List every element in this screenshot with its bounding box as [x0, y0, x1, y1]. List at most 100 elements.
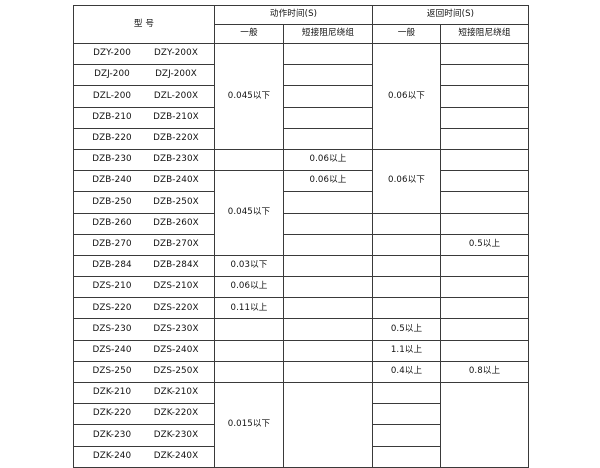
cell-model: DZB-270 DZB-270X [73, 233, 215, 256]
value-action-time-general: 0.045以下 [227, 207, 271, 218]
cell-return-time-damping [440, 106, 529, 129]
cell-model: DZB-250 DZB-250X [73, 191, 215, 214]
column-header-action-general: 一般 [214, 24, 284, 44]
value-return-time-general: 0.06以下 [388, 90, 425, 101]
cell-model: DZS-240 DZS-240X [73, 339, 215, 362]
cell-return-time-general [372, 403, 441, 426]
cell-return-time-general [372, 381, 441, 405]
column-header-return-time: 返回时间(S) [372, 5, 529, 25]
table-row: DZB-230 DZB-230X 0.06以上 0.06以下 [73, 148, 529, 214]
cell-return-time-damping [440, 297, 529, 320]
table-row: DZS-220 DZS-220X 0.11以上 [73, 297, 529, 320]
table-header-row-subcols: 一般 短接阻尼绕组 一般 短接阻尼绕组 [74, 24, 529, 44]
cell-action-time-general: 0.045以下 [214, 43, 284, 150]
cell-model: DZL-200 DZL-200X [73, 85, 215, 108]
value-return-time-general: 0.06以下 [388, 175, 425, 186]
table-row: DZJ-200 DZJ-200X [73, 64, 529, 87]
cell-action-time-damping [283, 382, 373, 468]
cell-return-time-general [372, 212, 441, 235]
table-row: DZK-210 DZK-210X 0.015以下 [73, 381, 529, 468]
value-return-time-general: 0.5以上 [390, 323, 423, 334]
cell-action-time-general: 0.06以上 [214, 276, 284, 299]
model-code-variant: DZK-210X [153, 387, 199, 398]
model-code-base: DZB-240 [92, 175, 132, 186]
value-action-time-general: 0.015以下 [227, 419, 271, 430]
cell-model: DZJ-200 DZJ-200X [73, 64, 215, 87]
column-header-model: 型 号 [73, 5, 215, 44]
value-action-time-general: 0.03以下 [230, 260, 268, 271]
cell-action-time-damping [283, 233, 373, 256]
value-action-time-general: 0.11以上 [230, 302, 268, 313]
model-code-base: DZK-210 [92, 387, 132, 398]
cell-return-time-general [372, 445, 441, 468]
value-return-time-damping: 0.8以上 [468, 366, 501, 377]
cell-return-time-general [372, 254, 441, 278]
spec-table-container: 型 号 动作时间(S) 返回时间(S) 一般 短接阻尼绕组 一般 短接阻尼绕组 … [73, 5, 529, 468]
model-code-base: DZK-220 [92, 408, 132, 419]
model-code-base: DZK-230 [92, 429, 132, 440]
cell-return-time-general: 0.5以上 [372, 318, 441, 341]
cell-return-time-general [372, 297, 441, 320]
table-row: DZS-250 DZS-250X 0.4以上 0.8以上 [73, 360, 529, 384]
model-code-variant: DZB-240X [153, 175, 199, 186]
cell-action-time-general [214, 148, 284, 172]
table-row: DZS-230 DZS-230X 0.5以上 [73, 318, 529, 341]
cell-action-time-damping [283, 254, 373, 278]
cell-action-time-damping [283, 106, 373, 129]
column-header-return-general: 一般 [372, 24, 441, 44]
cell-return-time-general: 0.4以上 [372, 360, 441, 384]
cell-model: DZY-200 DZY-200X [73, 42, 215, 66]
cell-return-time-general [372, 276, 441, 299]
model-code-base: DZY-200 [93, 48, 131, 59]
model-code-base: DZB-220 [92, 133, 132, 143]
cell-model: DZB-220 DZB-220X [73, 127, 215, 150]
cell-action-time-damping [283, 212, 373, 235]
cell-model: DZK-230 DZK-230X [73, 424, 215, 447]
cell-action-time-damping: 0.06以上 [283, 170, 373, 193]
cell-action-time-general [214, 318, 284, 341]
value-return-time-general: 1.1以上 [390, 344, 423, 355]
cell-return-time-damping [440, 42, 529, 66]
cell-model: DZK-220 DZK-220X [73, 403, 215, 426]
cell-return-time-general [372, 424, 441, 447]
column-header-action-time: 动作时间(S) [214, 5, 373, 25]
cell-action-time-damping: 0.06以上 [283, 148, 373, 172]
value-action-time-damping: 0.06以上 [309, 154, 347, 165]
cell-return-time-damping [440, 191, 529, 214]
value-action-time-general: 0.06以上 [230, 281, 268, 292]
cell-action-time-damping [283, 339, 373, 362]
cell-return-time-damping [440, 170, 529, 193]
cell-action-time-general: 0.015以下 [214, 382, 284, 468]
cell-action-time-damping [283, 42, 373, 66]
model-code-variant: DZY-200X [154, 48, 198, 59]
model-code-variant: DZJ-200X [155, 69, 197, 80]
cell-model: DZS-230 DZS-230X [73, 318, 215, 341]
cell-action-time-damping [283, 276, 373, 299]
cell-return-time-damping [440, 382, 529, 468]
table-row: DZS-240 DZS-240X 1.1以上 [73, 339, 529, 362]
cell-action-time-general: 0.03以下 [214, 254, 284, 278]
cell-return-time-general [372, 233, 441, 256]
model-code-base: DZS-230 [92, 323, 132, 334]
cell-return-time-damping [440, 85, 529, 108]
cell-model: DZB-210 DZB-210X [73, 106, 215, 129]
model-code-base: DZS-240 [92, 344, 132, 355]
model-code-base: DZL-200 [92, 90, 132, 101]
relay-timing-table: 型 号 动作时间(S) 返回时间(S) 一般 短接阻尼绕组 一般 短接阻尼绕组 … [73, 5, 529, 468]
cell-return-time-general: 0.06以下 [372, 148, 441, 214]
cell-action-time-damping [283, 64, 373, 87]
column-header-action-damping: 短接阻尼绕组 [283, 24, 373, 44]
model-code-base: DZK-240 [92, 450, 132, 461]
table-row: DZS-210 DZS-210X 0.06以上 [73, 276, 529, 299]
model-code-variant: DZB-230X [153, 154, 199, 165]
cell-return-time-damping: 0.5以上 [440, 233, 529, 256]
cell-action-time-damping [283, 85, 373, 108]
model-code-variant: DZK-230X [153, 429, 199, 440]
cell-model: DZS-220 DZS-220X [73, 297, 215, 320]
cell-model: DZB-260 DZB-260X [73, 212, 215, 235]
table-row: DZB-220 DZB-220X [73, 127, 529, 150]
model-code-base: DZB-284 [92, 260, 132, 271]
cell-model: DZK-240 DZK-240X [73, 445, 215, 468]
table-row: DZB-210 DZB-210X [73, 106, 529, 129]
cell-model: DZK-210 DZK-210X [73, 381, 215, 405]
